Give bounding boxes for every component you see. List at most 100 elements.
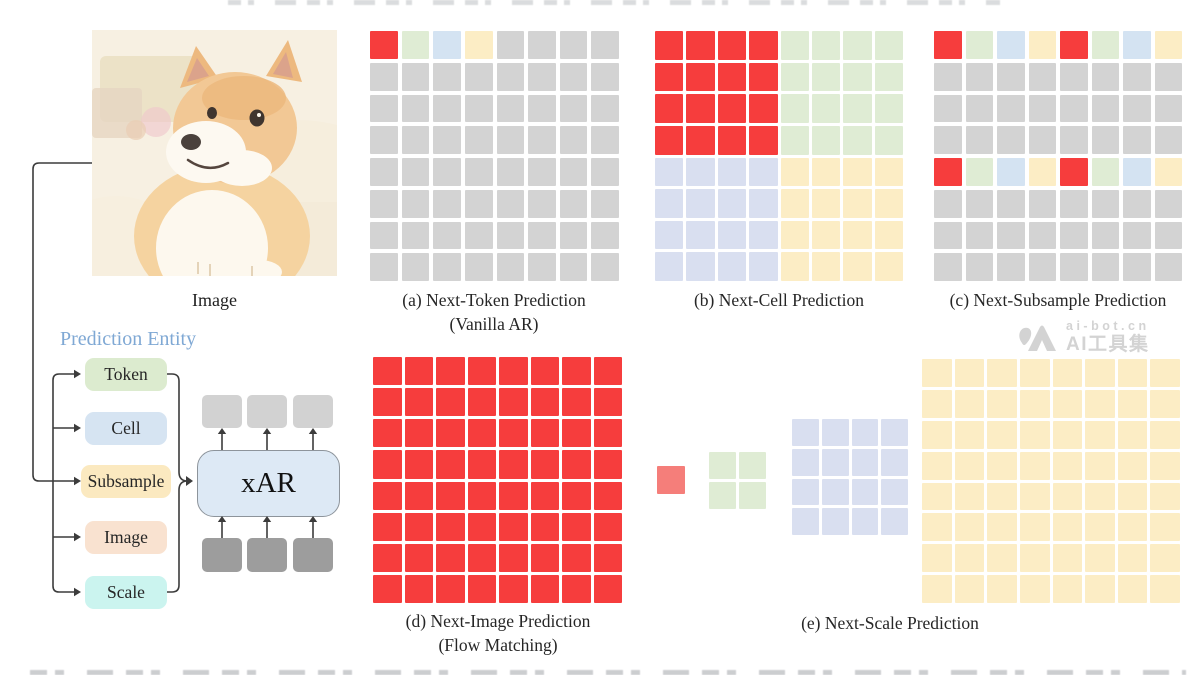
grid-cell (401, 158, 430, 186)
grid-cell (1117, 389, 1148, 418)
grid-cell (499, 512, 528, 541)
grid-cell (404, 357, 433, 386)
grid-cell (965, 62, 993, 91)
xar-model-box: xAR (197, 450, 340, 517)
grid-cell (1085, 389, 1115, 418)
grid-cell (499, 357, 528, 386)
grid-cell (655, 157, 684, 187)
grid-cell (528, 31, 556, 59)
grid-cell (591, 94, 619, 123)
grid-cell (709, 452, 736, 479)
grid-cell (528, 253, 556, 281)
grid-cell (436, 512, 465, 541)
grid-cell (954, 359, 985, 387)
grid-cell (709, 482, 736, 509)
grid-cell (655, 31, 684, 60)
prediction-entity-title: Prediction Entity (60, 328, 197, 350)
grid-cell (686, 252, 715, 281)
grid-cell (433, 31, 461, 59)
grid-cell (1052, 389, 1083, 418)
grid-cell (1150, 359, 1180, 387)
grid-cell (404, 481, 433, 510)
grid-cell (881, 478, 908, 506)
grid-cell (811, 125, 841, 155)
grid-cell (401, 94, 430, 123)
grid-cell (851, 419, 879, 446)
output-token-box (202, 395, 242, 428)
grid-cell (1154, 158, 1182, 186)
grid-cell (987, 513, 1017, 542)
grid-cell (1060, 158, 1088, 186)
grid-cell (1085, 420, 1115, 449)
grid-cell (954, 389, 985, 418)
grid-cell (954, 575, 985, 603)
entity-cell: Cell (85, 412, 167, 445)
entity-cell-label: Cell (111, 418, 141, 438)
grid-cell (1154, 253, 1182, 281)
grid-cell (655, 252, 684, 281)
grid-next-scale-3 (792, 419, 908, 535)
watermark-site-text: ai-bot.cn (1066, 319, 1150, 334)
grid-cell (1028, 31, 1056, 59)
grid-cell (954, 513, 985, 542)
grid-next-scale-4 (922, 359, 1180, 603)
grid-cell (874, 252, 903, 281)
grid-cell (811, 189, 841, 218)
grid-cell (1019, 389, 1050, 418)
grid-cell (593, 574, 622, 603)
entity-subsample-label: Subsample (87, 471, 165, 491)
grid-cell (467, 357, 496, 386)
grid-cell (1117, 544, 1148, 573)
grid-cell (436, 419, 465, 448)
grid-cell (467, 450, 496, 479)
grid-cell (528, 189, 556, 218)
grid-cell (401, 253, 430, 281)
grid-cell (528, 94, 556, 123)
grid-cell (370, 189, 398, 218)
grid-cell (528, 221, 556, 250)
grid-cell (1091, 126, 1119, 154)
grid-cell (404, 512, 433, 541)
grid-cell (851, 448, 879, 476)
grid-cell (1123, 158, 1151, 186)
grid-cell (591, 126, 619, 154)
grid-cell (1123, 253, 1151, 281)
grid-cell (593, 388, 622, 417)
grid-cell (934, 158, 962, 186)
grid-cell (881, 448, 908, 476)
grid-cell (433, 253, 461, 281)
grid-cell (559, 158, 588, 186)
grid-cell (811, 94, 841, 123)
grid-cell (655, 189, 684, 218)
grid-cell (401, 221, 430, 250)
grid-cell (1150, 544, 1180, 573)
grid-cell (591, 189, 619, 218)
caption-d-line2: (Flow Matching) (438, 635, 558, 655)
grid-cell (593, 481, 622, 510)
grid-cell (934, 62, 962, 91)
grid-cell (811, 220, 841, 250)
grid-next-scale-1 (657, 466, 685, 494)
grid-cell (464, 94, 493, 123)
grid-cell (686, 62, 715, 92)
grid-cell (922, 513, 952, 542)
grid-cell (1060, 62, 1088, 91)
grid-cell (591, 253, 619, 281)
grid-cell (1117, 451, 1148, 480)
grid-cell (821, 448, 849, 476)
grid-cell (843, 157, 872, 187)
grid-cell (792, 508, 819, 535)
entity-scale: Scale (85, 576, 167, 609)
grid-cell (530, 574, 559, 603)
grid-cell (593, 419, 622, 448)
grid-cell (874, 157, 903, 187)
grid-cell (1060, 126, 1088, 154)
grid-cell (780, 189, 809, 218)
grid-cell (934, 31, 962, 59)
grid-cell (433, 189, 461, 218)
grid-cell (1052, 420, 1083, 449)
caption-c-line1: (c) Next-Subsample Prediction (949, 290, 1167, 310)
grid-cell (528, 126, 556, 154)
grid-cell (780, 125, 809, 155)
grid-cell (987, 482, 1017, 511)
